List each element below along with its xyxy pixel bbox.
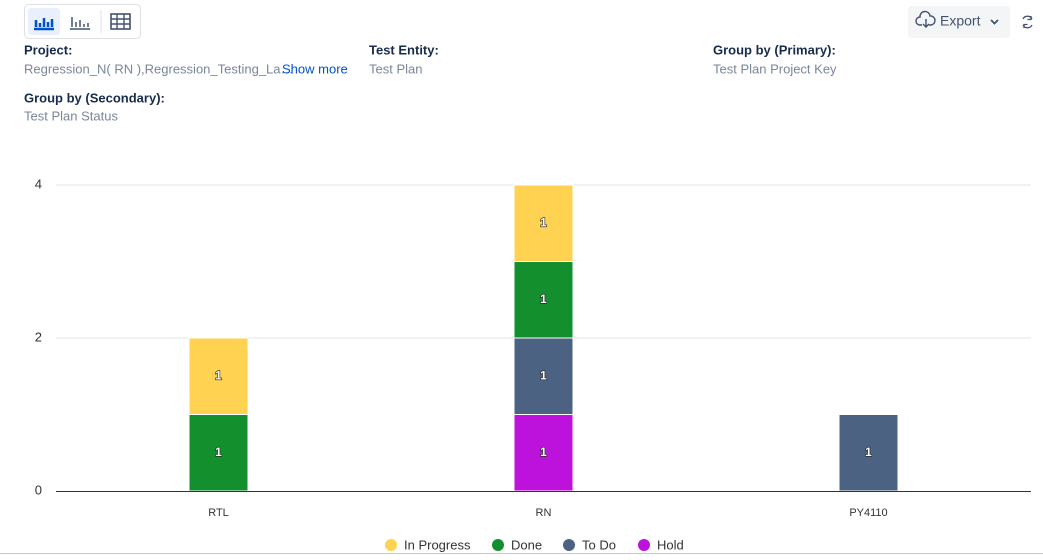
bar-segment bbox=[513, 184, 574, 262]
legend-swatch bbox=[385, 539, 397, 551]
filter-label: Project: bbox=[24, 42, 72, 57]
y-tick-label: 0 bbox=[35, 482, 42, 497]
legend-label: Hold bbox=[657, 537, 684, 552]
bar-segment bbox=[513, 261, 574, 339]
show-more-link[interactable]: Show more bbox=[282, 61, 348, 76]
data-label: 1 bbox=[540, 445, 547, 459]
chart-view-button[interactable] bbox=[28, 8, 60, 35]
bar-segment bbox=[188, 337, 249, 415]
bar-segment bbox=[513, 414, 574, 492]
bar-segment bbox=[188, 414, 249, 492]
filter-label: Group by (Primary): bbox=[713, 42, 836, 57]
table-view-button[interactable] bbox=[110, 13, 131, 30]
filter-value: Test Plan bbox=[369, 61, 422, 76]
data-label: 1 bbox=[215, 445, 222, 459]
y-tick-label: 4 bbox=[35, 176, 42, 191]
data-label: 1 bbox=[540, 215, 547, 229]
filter-value: Regression_N( RN ),Regression_Testing_La… bbox=[24, 61, 294, 76]
y-tick-label: 2 bbox=[35, 329, 42, 344]
data-label: 1 bbox=[865, 445, 872, 459]
data-label: 1 bbox=[540, 292, 547, 306]
legend-swatch bbox=[492, 539, 504, 551]
bar-segment bbox=[513, 337, 574, 415]
refresh-button[interactable] bbox=[1022, 15, 1033, 29]
bar-segment bbox=[838, 414, 899, 492]
filter-value: Test Plan Status bbox=[24, 108, 118, 123]
histogram-view-button[interactable] bbox=[70, 17, 90, 30]
data-label: 1 bbox=[540, 368, 547, 382]
filter-label: Group by (Secondary): bbox=[24, 90, 165, 105]
x-tick-label: RTL bbox=[208, 507, 229, 519]
export-button[interactable]: Export bbox=[908, 6, 1010, 38]
export-label: Export bbox=[940, 13, 981, 29]
data-label: 1 bbox=[215, 368, 222, 382]
legend-label: In Progress bbox=[404, 537, 471, 552]
filter-value: Test Plan Project Key bbox=[713, 61, 837, 76]
legend-swatch bbox=[638, 539, 650, 551]
legend-label: Done bbox=[511, 537, 542, 552]
legend-swatch bbox=[563, 539, 575, 551]
x-tick-label: RN bbox=[536, 507, 552, 519]
filter-label: Test Entity: bbox=[369, 42, 439, 57]
legend-label: To Do bbox=[582, 537, 616, 552]
x-tick-label: PY4110 bbox=[849, 507, 887, 519]
